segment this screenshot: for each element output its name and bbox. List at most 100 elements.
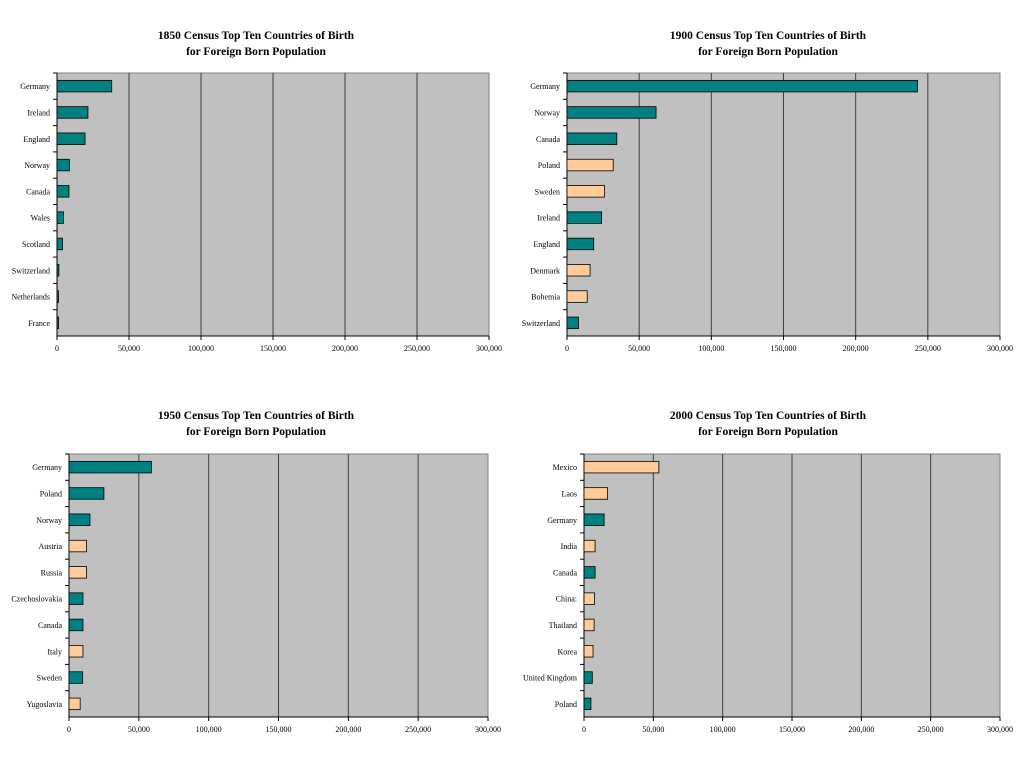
- bar-switzerland: [566, 316, 579, 330]
- category-label: Germany: [32, 463, 62, 472]
- x-tick-label: 300,000: [475, 725, 501, 734]
- bar-netherlands: [56, 290, 59, 303]
- bar-england: [566, 237, 595, 251]
- bar-germany: [68, 460, 152, 474]
- bar-france: [56, 316, 59, 330]
- x-tick-label: 300,000: [476, 344, 502, 353]
- chart-1850: 1850 Census Top Ten Countries of Birth f…: [0, 0, 512, 384]
- chart-title-1900: 1900 Census Top Ten Countries of Birth f…: [512, 28, 1024, 60]
- bar-norway: [56, 158, 70, 172]
- chart-title-line-1: 1950 Census Top Ten Countries of Birth: [157, 410, 355, 422]
- bar-india: [583, 539, 596, 553]
- bar-russia: [68, 566, 87, 579]
- x-tick-label: 50,000: [628, 344, 650, 353]
- chart-title-line-2: for Foreign Born Population: [698, 46, 838, 58]
- bar-germany: [566, 79, 918, 93]
- category-label: Mexico: [553, 463, 577, 472]
- x-tick-label: 200,000: [335, 725, 361, 734]
- chart-1950: 1950 Census Top Ten Countries of Birth f…: [0, 384, 512, 768]
- category-label: Netherlands: [11, 293, 50, 302]
- x-tick-label: 0: [55, 344, 59, 353]
- chart-title-line-2: for Foreign Born Population: [186, 426, 326, 438]
- category-label: Norway: [36, 516, 62, 525]
- bar-chart-1900: 0 50,000 100,000 150,000 200,000 250,000 300,0…: [522, 72, 1013, 353]
- bar-chart-2000: 0 50,000 100,000 150,000 200,000 250,000 300,0…: [523, 453, 1013, 734]
- category-label: Switzerland: [12, 266, 50, 275]
- x-tick-label: 150,000: [260, 344, 286, 353]
- bar-poland: [566, 158, 614, 172]
- bar-denmark: [566, 264, 591, 277]
- x-tick-label: 50,000: [642, 725, 664, 734]
- bar-scotland: [56, 237, 63, 251]
- x-tick-label: 100,000: [710, 725, 736, 734]
- x-tick-label: 50,000: [118, 344, 140, 353]
- category-label: Canada: [38, 621, 62, 630]
- chart-title-line-1: 1900 Census Top Ten Countries of Birth: [669, 30, 867, 42]
- category-label: Norway: [24, 161, 50, 170]
- category-label: Norway: [534, 108, 560, 117]
- category-label: Sweden: [535, 187, 560, 196]
- bar-germany: [56, 79, 113, 93]
- category-label: Russia: [41, 568, 63, 577]
- x-tick-label: 250,000: [405, 725, 431, 734]
- bar-china: [583, 592, 595, 605]
- bar-canada: [566, 132, 618, 145]
- bar-yugoslavia: [68, 697, 81, 711]
- chart-2000: 2000 Census Top Ten Countries of Birth f…: [512, 384, 1024, 768]
- category-label: France: [28, 319, 50, 328]
- bar-canada: [56, 185, 70, 198]
- bar-norway: [68, 513, 91, 526]
- category-label: Laos: [561, 489, 577, 498]
- chart-title-2000: 2000 Census Top Ten Countries of Birth f…: [512, 408, 1024, 440]
- category-label: United Kingdom: [523, 674, 578, 683]
- x-tick-label: 200,000: [848, 725, 874, 734]
- category-label: Poland: [538, 161, 560, 170]
- bar-laos: [583, 487, 608, 500]
- chart-title-line-2: for Foreign Born Population: [698, 426, 838, 438]
- x-tick-label: 150,000: [266, 725, 292, 734]
- bar-switzerland: [56, 264, 60, 277]
- category-label: Canada: [553, 568, 577, 577]
- category-label: Germany: [20, 82, 50, 91]
- bar-canada: [68, 618, 84, 632]
- category-label: Switzerland: [522, 319, 560, 328]
- bar-chart-1950: 0 50,000 100,000 150,000 200,000 250,000 300,0…: [11, 453, 501, 734]
- category-label: Italy: [47, 647, 62, 656]
- category-label: Denmark: [530, 266, 560, 275]
- chart-title-1950: 1950 Census Top Ten Countries of Birth f…: [0, 408, 512, 440]
- chart-title-line-1: 1850 Census Top Ten Countries of Birth: [157, 30, 355, 42]
- bar-ireland: [56, 106, 89, 119]
- x-tick-label: 200,000: [843, 344, 869, 353]
- category-label: Poland: [555, 700, 577, 709]
- bar-wales: [56, 211, 64, 224]
- category-label: Yugoslavia: [26, 700, 62, 709]
- x-tick-label: 100,000: [196, 725, 222, 734]
- category-label: England: [533, 240, 560, 249]
- chart-title-1850: 1850 Census Top Ten Countries of Birth f…: [0, 28, 512, 60]
- category-label: England: [23, 135, 50, 144]
- x-tick-label: 100,000: [698, 344, 724, 353]
- bar-sweden: [566, 185, 605, 198]
- category-label: Scotland: [22, 240, 50, 249]
- category-label: Canada: [536, 135, 560, 144]
- category-label: China:: [556, 595, 577, 604]
- category-label: India: [561, 542, 578, 551]
- bar-korea: [583, 645, 594, 658]
- bar-austria: [68, 539, 87, 553]
- x-tick-label: 200,000: [332, 344, 358, 353]
- category-label: Germany: [547, 516, 577, 525]
- x-tick-label: 0: [565, 344, 569, 353]
- x-tick-label: 50,000: [128, 725, 150, 734]
- x-tick-label: 250,000: [404, 344, 430, 353]
- bar-italy: [68, 645, 84, 658]
- bar-united-kingdom: [583, 671, 593, 684]
- category-label: Bohemia: [531, 293, 560, 302]
- bar-chart-1850: 0 50,000 100,000 150,000 200,000 250,000 300,0…: [11, 72, 502, 353]
- bar-canada: [583, 566, 596, 579]
- category-label: Canada: [26, 187, 50, 196]
- category-label: Sweden: [37, 674, 62, 683]
- x-tick-label: 250,000: [915, 344, 941, 353]
- category-label: Korea: [557, 647, 577, 656]
- x-tick-label: 300,000: [987, 725, 1013, 734]
- bar-ireland: [566, 211, 603, 224]
